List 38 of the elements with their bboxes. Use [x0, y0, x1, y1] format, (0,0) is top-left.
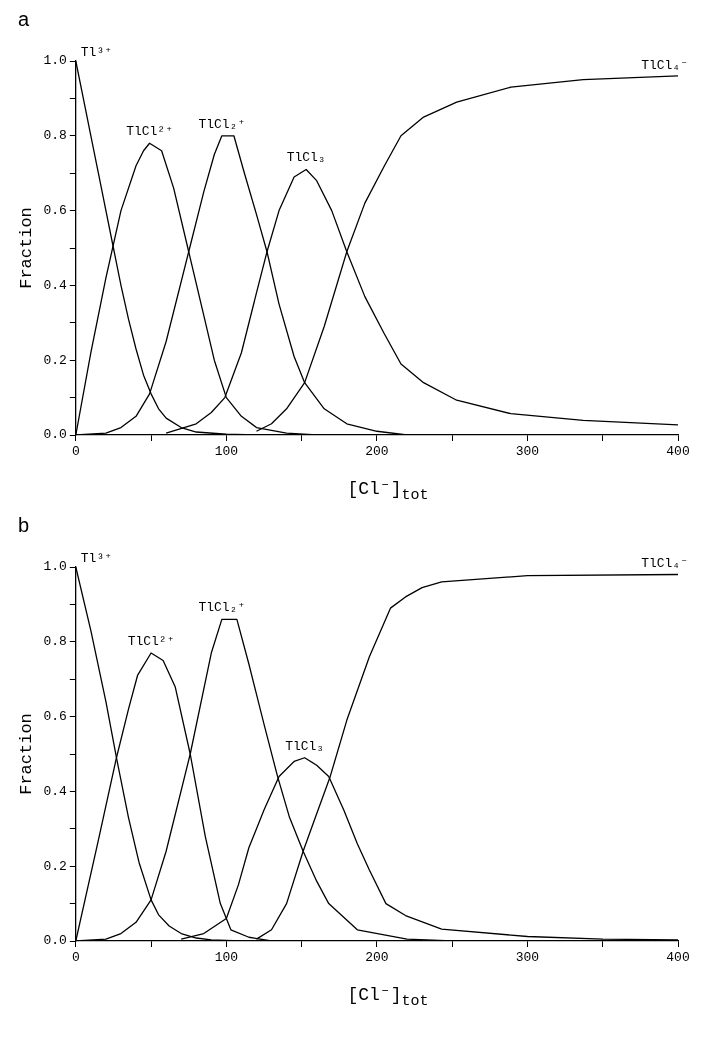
x-axis-title: [Cl⁻]$_{tot}$	[346, 983, 430, 1010]
y-tick-label: 0.8	[43, 633, 67, 649]
x-tick-label: 0	[71, 443, 80, 459]
y-tick-label: 0.8	[43, 128, 67, 144]
series-label: TlCl₂⁺	[198, 599, 246, 615]
y-tick-label: 0.4	[43, 277, 67, 293]
series-label: TlCl₃	[286, 150, 326, 166]
y-axis-title: Fraction	[16, 712, 36, 795]
y-axis-title: Fraction	[16, 207, 36, 289]
x-tick-label: 400	[666, 949, 690, 965]
x-tick-label: 300	[515, 949, 540, 965]
series-label: TlCl₄⁻	[641, 556, 688, 572]
x-axis-title: [Cl⁻]$_{tot}$	[346, 478, 430, 504]
series-label: TlCl²⁺	[127, 633, 175, 649]
series-label: TlCl₂⁺	[198, 116, 246, 132]
y-tick-label: 0.0	[43, 933, 67, 949]
x-tick-label: 200	[365, 443, 389, 459]
x-tick-label: 400	[666, 443, 690, 459]
series-label: TlCl₃	[285, 738, 325, 754]
x-tick-label: 200	[365, 949, 389, 965]
series-label: Tl³⁺	[80, 44, 113, 60]
x-tick-label: 100	[214, 443, 239, 459]
x-tick-label: 300	[515, 443, 540, 459]
chart-title: b	[18, 513, 31, 537]
x-tick-label: 100	[214, 949, 239, 965]
y-tick-label: 1.0	[43, 559, 67, 575]
series-label: TlCl²⁺	[126, 124, 173, 140]
y-tick-label: 0.2	[43, 352, 67, 368]
series-label: Tl³⁺	[80, 550, 113, 566]
y-tick-label: 0.0	[43, 427, 67, 443]
series-label: TlCl₄⁻	[641, 57, 688, 73]
chart-title: a	[18, 8, 31, 31]
y-tick-label: 1.0	[43, 53, 67, 69]
x-tick-label: 0	[71, 949, 80, 965]
y-tick-label: 0.6	[43, 708, 67, 724]
y-tick-label: 0.4	[43, 783, 67, 799]
y-tick-label: 0.6	[43, 203, 67, 219]
y-tick-label: 0.2	[43, 858, 67, 874]
